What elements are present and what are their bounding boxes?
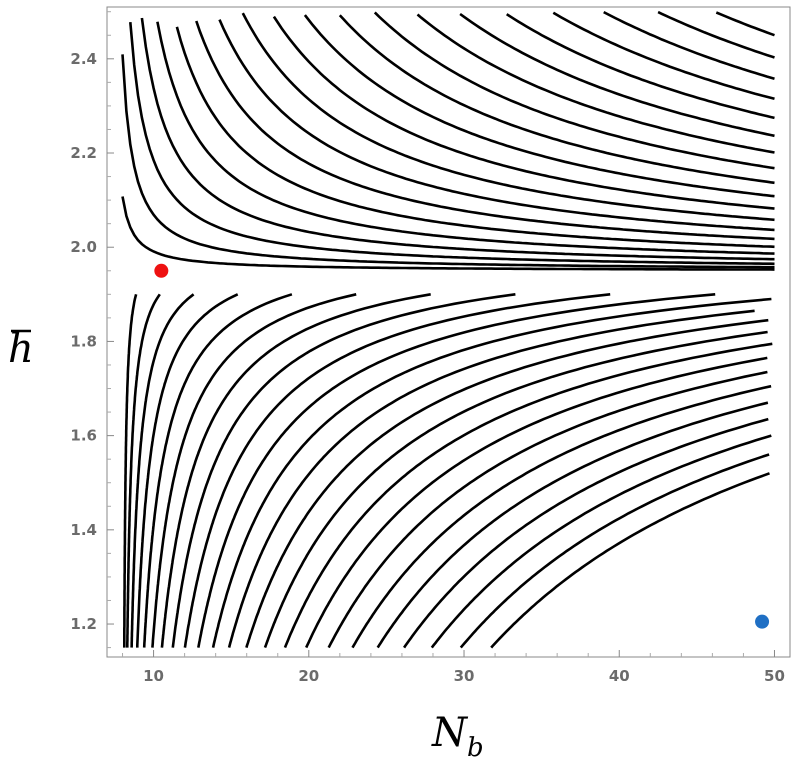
contour-lower	[130, 293, 195, 648]
contour-upper	[156, 21, 775, 255]
contour-upper	[272, 15, 775, 210]
contour-lower	[490, 472, 770, 649]
contour-upper	[715, 11, 775, 37]
x-axis-title: Nb	[431, 710, 484, 760]
contour-upper	[373, 11, 775, 170]
contour-upper	[195, 20, 775, 241]
contour-upper	[241, 12, 775, 222]
contour-lower	[327, 370, 768, 649]
contour-upper	[175, 26, 775, 249]
x-tick-label: 20	[298, 667, 319, 685]
red-point	[154, 263, 169, 278]
contour-upper	[218, 19, 775, 232]
y-axis-title: h	[8, 326, 34, 372]
y-tick-label: 2.0	[70, 238, 97, 256]
contour-lower	[351, 384, 772, 649]
contour-lower	[197, 293, 716, 648]
contour-lower	[160, 293, 431, 648]
x-tick-label: 10	[143, 667, 164, 685]
y-tick-label: 2.4	[70, 50, 97, 68]
contour-upper	[121, 196, 775, 271]
contour-lower	[183, 293, 611, 648]
contour-lower	[171, 293, 516, 648]
contour-lower	[305, 356, 768, 649]
x-axis-ticks: 10 20 30 40 50	[122, 650, 785, 685]
contour-lower	[263, 330, 768, 649]
contour-upper	[416, 13, 775, 154]
contour-lower	[151, 293, 357, 648]
contour-lower	[136, 293, 239, 648]
blue-point	[755, 614, 770, 629]
y-tick-label: 1.6	[70, 427, 97, 445]
y-tick-label: 1.8	[70, 332, 97, 350]
contour-upper	[603, 10, 775, 80]
contour-upper	[657, 10, 775, 59]
contour-lower	[211, 297, 772, 648]
y-tick-label: 1.2	[70, 615, 97, 633]
x-tick-label: 40	[609, 667, 630, 685]
contour-lower	[142, 293, 293, 648]
contour-lower	[123, 293, 138, 648]
contour-lower	[245, 318, 769, 648]
contour-upper	[338, 14, 775, 185]
x-tick-label: 50	[764, 667, 785, 685]
contour-lines	[121, 10, 775, 649]
contour-upper	[505, 13, 775, 120]
contour-upper	[303, 14, 775, 198]
contour-upper	[552, 11, 775, 101]
contour-lower	[283, 342, 773, 649]
x-tick-label: 30	[454, 667, 475, 685]
contour-upper	[121, 54, 775, 269]
contour-lower	[376, 401, 769, 649]
contour-lower	[227, 309, 755, 648]
y-tick-label: 2.2	[70, 144, 97, 162]
y-axis-ticks: 1.2 1.4 1.6 1.8 2.0 2.2 2.4	[70, 11, 114, 649]
contour-upper	[459, 12, 775, 138]
contour-lower	[403, 417, 769, 649]
plot-frame	[106, 6, 791, 658]
contour-lower	[459, 453, 770, 649]
contour-upper	[140, 17, 775, 261]
contour-lower	[126, 293, 161, 648]
contour-lower	[430, 434, 772, 649]
marker-points	[154, 263, 770, 629]
y-tick-label: 1.4	[70, 521, 97, 539]
contour-upper	[129, 21, 775, 266]
